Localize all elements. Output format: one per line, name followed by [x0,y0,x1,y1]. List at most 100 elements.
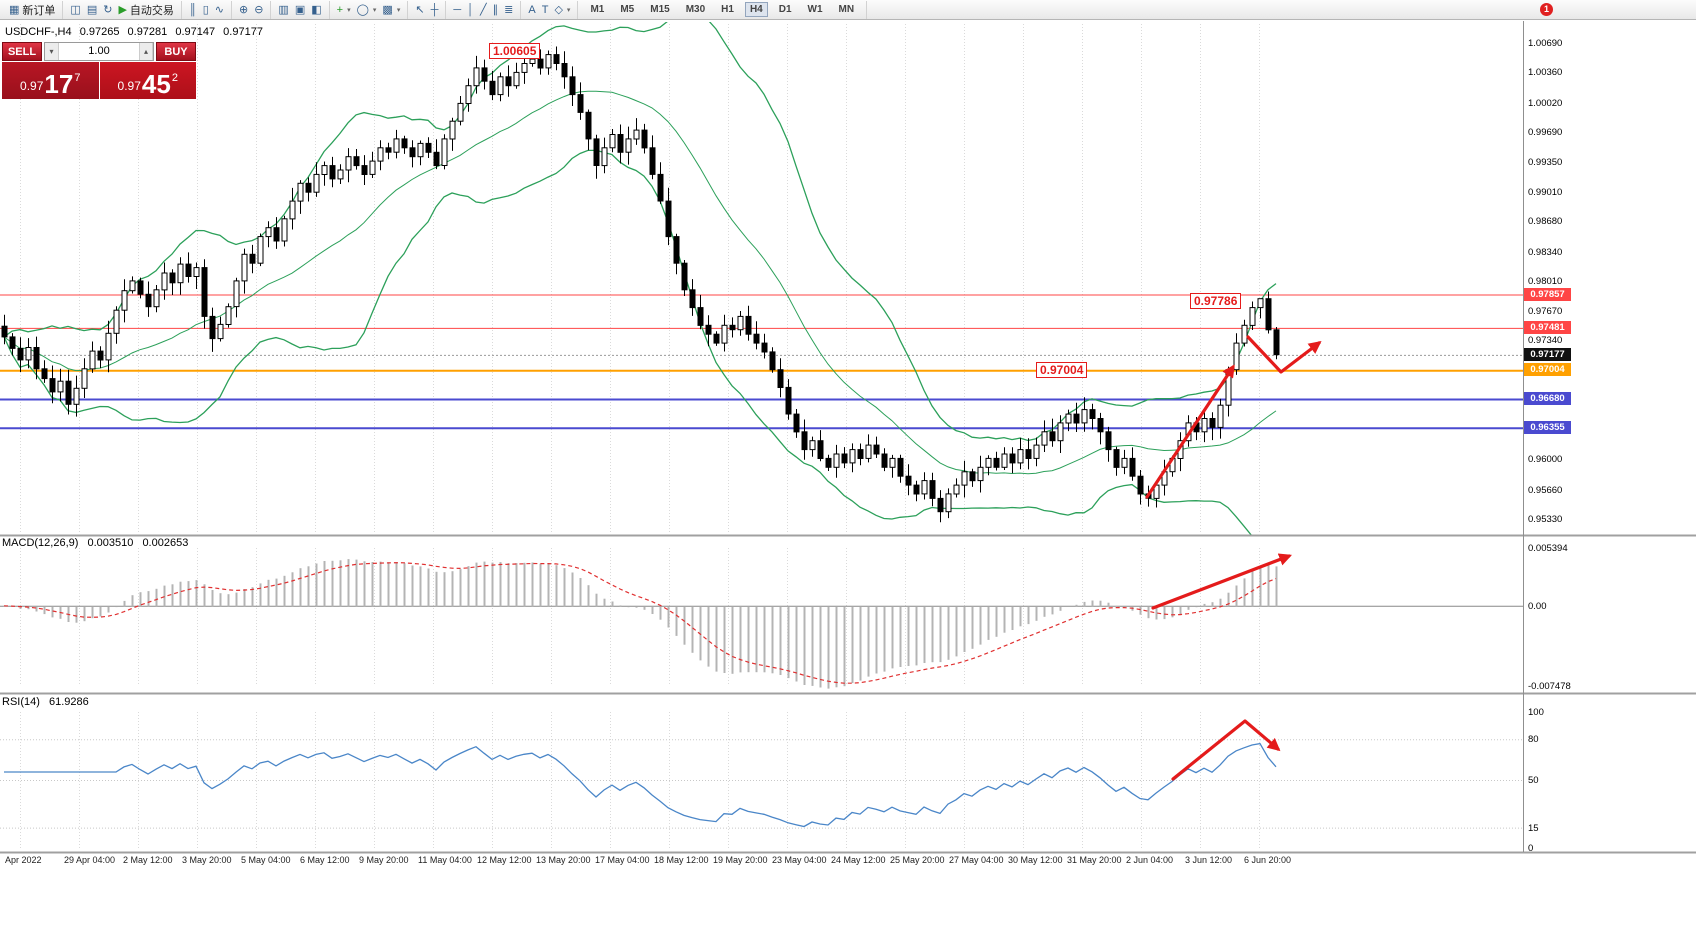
volume-value[interactable]: 1.00 [88,45,110,57]
order-group: ▦ 新订单 [2,0,64,19]
crosshair-button[interactable]: ┼ [428,2,442,18]
buy-price-point: 2 [171,72,178,84]
rsi-name: RSI(14) [2,696,40,708]
chart-open-value: 0.97265 [79,26,120,38]
price-scale-label: 0.95660 [1528,484,1563,496]
price-scale-label: 1.00020 [1528,97,1563,109]
tf-m15[interactable]: M15 [642,2,677,18]
sell-price-button[interactable]: 0.97 17 7 [2,62,99,99]
price-line-scale-box[interactable]: 0.97857 [1524,287,1571,301]
chart-symbol-period: USDCHF-,H4 [5,26,72,38]
price-line-scale-box[interactable]: 0.97004 [1524,363,1571,377]
time-axis-label: 17 May 04:00 [595,855,650,865]
text-icon: A [528,3,536,16]
cascade-windows-icon: ◧ [311,3,322,16]
sell-button[interactable]: SELL [2,42,42,61]
tf-w1[interactable]: W1 [800,2,831,18]
candlestick-series [1,46,1280,523]
zoom-in-icon: ⊕ [238,3,249,16]
time-axis-label: 31 May 20:00 [1067,855,1122,865]
trendline-button[interactable]: ╱ [477,2,490,18]
sell-price-pips: 17 [44,69,74,99]
tile-windows-button[interactable]: ▥ [275,2,291,18]
annotation-price-label[interactable]: 0.97004 [1036,362,1088,379]
shapes-icon: ◇ [554,3,563,16]
cursor-button[interactable]: ↖ [412,2,427,18]
label-button[interactable]: T [539,2,552,18]
time-axis-label: 2 May 12:00 [123,855,173,865]
buy-button[interactable]: BUY [156,42,196,61]
refresh-button[interactable]: ↻ [100,2,115,18]
buy-price-button[interactable]: 0.97 45 2 [99,62,196,99]
volume-decrease-button[interactable]: ▾ [45,43,59,60]
new-order-button[interactable]: ▦ 新订单 [6,2,58,18]
add-indicator-icon: + [336,3,344,16]
crosshair-icon: ┼ [430,3,439,16]
arrange-windows-button[interactable]: ▣ [292,2,308,18]
time-axis-label: 25 May 20:00 [890,855,945,865]
zoom-in-button[interactable]: ⊕ [236,2,251,18]
macd-indicator-label: MACD(12,26,9) 0.003510 0.002653 [2,537,194,549]
price-scale-label: 0.99690 [1528,126,1563,138]
time-axis-label: 30 May 12:00 [1008,855,1063,865]
rsi-value: 61.9286 [48,696,89,708]
shapes-button[interactable]: ◇ ▾ [551,2,573,18]
line-chart-button[interactable]: ∿ [212,2,227,18]
time-axis-label: 3 Jun 12:00 [1185,855,1233,865]
autotrade-button-label: 自动交易 [129,4,174,17]
tf-m1[interactable]: M1 [582,2,612,18]
tf-m30[interactable]: M30 [678,2,713,18]
autotrade-button[interactable]: ▶ 自动交易 [115,2,176,18]
volume-increase-button[interactable]: ▴ [139,43,153,60]
template-button[interactable]: ▩ ▾ [379,2,403,18]
trendline-icon: ╱ [480,3,487,16]
zoom-out-button[interactable]: ⊖ [251,2,266,18]
candlestick-chart-button[interactable]: ▯ [200,2,212,18]
time-axis-label: 5 May 04:00 [241,855,291,865]
annotation-price-label[interactable]: 0.97786 [1190,292,1242,309]
time-axis-label: 13 May 20:00 [536,855,591,865]
annotation-price-label[interactable]: 1.00605 [489,42,541,59]
price-scale-label: 0.99350 [1528,157,1563,169]
price-line-scale-box[interactable]: 0.96355 [1524,420,1571,434]
cascade-windows-button[interactable]: ◧ [308,2,324,18]
panels-group: ◫ ▤ ↻ ▶ 自动交易 [63,0,182,19]
notification-badge[interactable]: 1 [1540,3,1553,16]
macd-scale-label: 0.00 [1528,600,1547,612]
tf-mn[interactable]: MN [831,2,863,18]
fibonacci-button[interactable]: ≣ [501,2,516,18]
horizontal-line-button[interactable]: ─ [450,2,464,18]
bid-price-scale-box: 0.97177 [1524,347,1571,361]
rsi-arrow[interactable] [1171,719,1281,781]
tf-d1[interactable]: D1 [771,2,800,18]
data-window-button[interactable]: ▤ [84,2,100,18]
time-axis-label: 19 May 20:00 [713,855,768,865]
rsi-indicator-label: RSI(14) 61.9286 [2,696,95,708]
periodicity-button[interactable]: ◯ ▾ [354,2,380,18]
toolbar: ▦ 新订单 ◫ ▤ ↻ ▶ 自动交易 ║ ▯ ∿ ⊕ ⊖ ▥ ▣ ◧ + ▾ ◯ ▾ ▩ ▾ ↖ ┼ ─ │ ╱ ∥ ≣ A T ◇ ▾ M1 M… [0,0,1696,20]
time-axis-label: 27 May 04:00 [949,855,1004,865]
template-button-dropdown-icon: ▾ [396,6,401,14]
bollinger-lower-band [3,149,1253,535]
price-line-scale-box[interactable]: 0.97481 [1524,320,1571,334]
market-depth-button[interactable]: ◫ [67,2,83,18]
price-scale-label: 0.95330 [1528,513,1563,525]
rally-arrow[interactable] [1145,364,1235,499]
time-axis-label: 18 May 12:00 [654,855,709,865]
tf-h1[interactable]: H1 [713,2,742,18]
price-scale-label: 1.00360 [1528,67,1563,79]
price-line-scale-box[interactable]: 0.96680 [1524,391,1571,405]
vertical-line-button[interactable]: │ [464,2,477,18]
chart-low-value: 0.97147 [175,26,216,38]
macd-arrow[interactable] [1151,553,1292,610]
tf-m5[interactable]: M5 [612,2,642,18]
bar-chart-button[interactable]: ║ [186,2,200,18]
add-indicator-button[interactable]: + ▾ [334,2,354,18]
channel-button[interactable]: ∥ [490,2,502,18]
tf-h4[interactable]: H4 [742,2,771,18]
time-axis-label: 3 May 20:00 [182,855,232,865]
cursor-icon: ↖ [415,3,425,16]
text-button[interactable]: A [525,2,538,18]
pullback-arrow[interactable] [1246,335,1322,374]
